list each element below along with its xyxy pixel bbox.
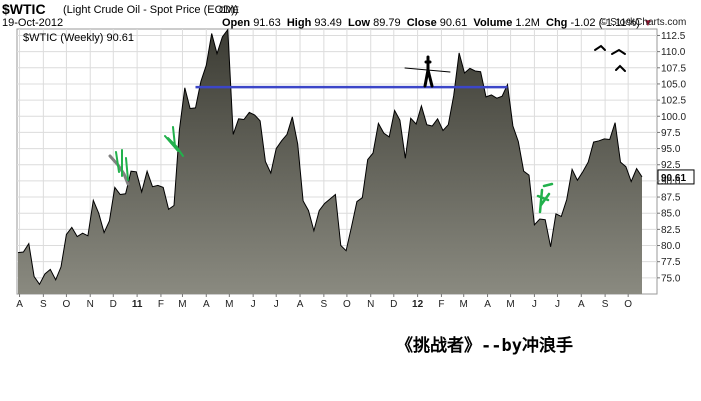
- price-chart: 90.61 75.0 77.5 80.0 82.5 85.0 87.5 90.0 92.5 95…: [16, 28, 695, 310]
- exchange-label: CME: [219, 5, 239, 15]
- x-tick-label: 11: [132, 299, 143, 310]
- y-tick-label: 110.0: [661, 47, 686, 58]
- instrument-name: (Light Crude Oil - Spot Price (EOD)): [63, 4, 239, 16]
- y-tick-label: 102.5: [661, 96, 686, 107]
- x-tick-label: D: [390, 299, 397, 310]
- y-tick-label: 90.0: [661, 176, 681, 187]
- close-label: Close: [406, 17, 437, 29]
- drawings-layer: 90.61: [108, 44, 695, 214]
- volume-value: 1.2M: [515, 17, 540, 29]
- x-tick-label: S: [602, 299, 609, 310]
- climber-sketch: [536, 182, 554, 214]
- x-tick-label: F: [158, 299, 164, 310]
- x-tick-label: 12: [412, 299, 424, 310]
- x-tick-label: M: [178, 299, 186, 310]
- change-value: -1.02 (-1.11%): [570, 17, 640, 29]
- y-tick-label: 87.5: [661, 193, 681, 204]
- x-tick-label: J: [251, 299, 256, 310]
- y-tick-label: 82.5: [661, 225, 681, 236]
- y-tick-label: 97.5: [661, 128, 681, 139]
- x-tick-label: A: [484, 299, 491, 310]
- y-tick-label: 77.5: [661, 257, 681, 268]
- author-caption: 《挑战者》--by冲浪手: [396, 336, 573, 356]
- down-triangle-icon: ▼: [643, 18, 653, 29]
- y-tick-label: 100.0: [661, 112, 686, 123]
- x-tick-label: M: [225, 299, 233, 310]
- change-label: Chg: [546, 17, 568, 29]
- y-tick-label: 80.0: [661, 241, 681, 252]
- y-axis: 75.0 77.5 80.0 82.5 85.0 87.5 90.0 92.5 95.0 97.5…: [657, 31, 686, 284]
- volume-label: Volume: [473, 17, 513, 29]
- x-tick-label: S: [40, 299, 47, 310]
- x-tick-label: F: [438, 299, 444, 310]
- x-tick-label: N: [87, 299, 94, 310]
- x-tick-label: M: [460, 299, 468, 310]
- x-tick-label: O: [343, 299, 351, 310]
- price-area: [18, 29, 642, 294]
- climber-sketch: [164, 126, 184, 157]
- x-tick-label: O: [624, 299, 632, 310]
- y-tick-label: 85.0: [661, 209, 681, 220]
- y-tick-label: 105.0: [661, 79, 686, 90]
- climber-sketch: [115, 149, 129, 181]
- last-value-label: 90.61: [661, 173, 686, 184]
- y-tick-label: 75.0: [661, 273, 681, 284]
- x-tick-label: O: [63, 299, 71, 310]
- x-tick-label: J: [274, 299, 279, 310]
- x-axis: A S O N D 11 F M A M J J A S O N D 12 F M A M J J A S O: [16, 294, 632, 310]
- low-label: Low: [348, 17, 371, 29]
- quote-date: 19-Oct-2012: [2, 17, 64, 29]
- high-value: 93.49: [314, 17, 342, 29]
- x-tick-label: M: [506, 299, 514, 310]
- low-value: 89.79: [373, 17, 401, 29]
- y-tick-label: 95.0: [661, 144, 681, 155]
- x-tick-label: A: [203, 299, 210, 310]
- price-series: [17, 28, 643, 294]
- bird-sketch: [594, 44, 626, 72]
- x-tick-label: A: [297, 299, 304, 310]
- x-tick-label: D: [110, 299, 117, 310]
- high-label: High: [286, 17, 312, 29]
- price-line: [17, 28, 643, 286]
- x-tick-label: N: [367, 299, 374, 310]
- x-tick-label: A: [578, 299, 585, 310]
- tightrope-walker-sketch: [423, 55, 434, 88]
- chart-legend: $WTIC (Weekly) 90.61: [23, 32, 134, 44]
- x-tick-label: A: [16, 299, 23, 310]
- y-tick-label: 107.5: [661, 63, 686, 74]
- last-value-box: [657, 169, 695, 185]
- x-tick-label: J: [555, 299, 560, 310]
- open-value: 91.63: [253, 17, 281, 29]
- watermark-brand: © StockCharts.com: [600, 17, 687, 28]
- y-tick-label: 92.5: [661, 160, 681, 171]
- y-tick-label: 112.5: [661, 31, 686, 42]
- x-tick-label: S: [321, 299, 328, 310]
- ohlc-summary: Open 91.63 High 93.49 Low 89.79 Close 90…: [222, 17, 653, 29]
- x-tick-label: J: [532, 299, 537, 310]
- open-label: Open: [222, 17, 251, 29]
- chart-symbol: $WTIC: [2, 1, 46, 17]
- close-value: 90.61: [439, 17, 468, 29]
